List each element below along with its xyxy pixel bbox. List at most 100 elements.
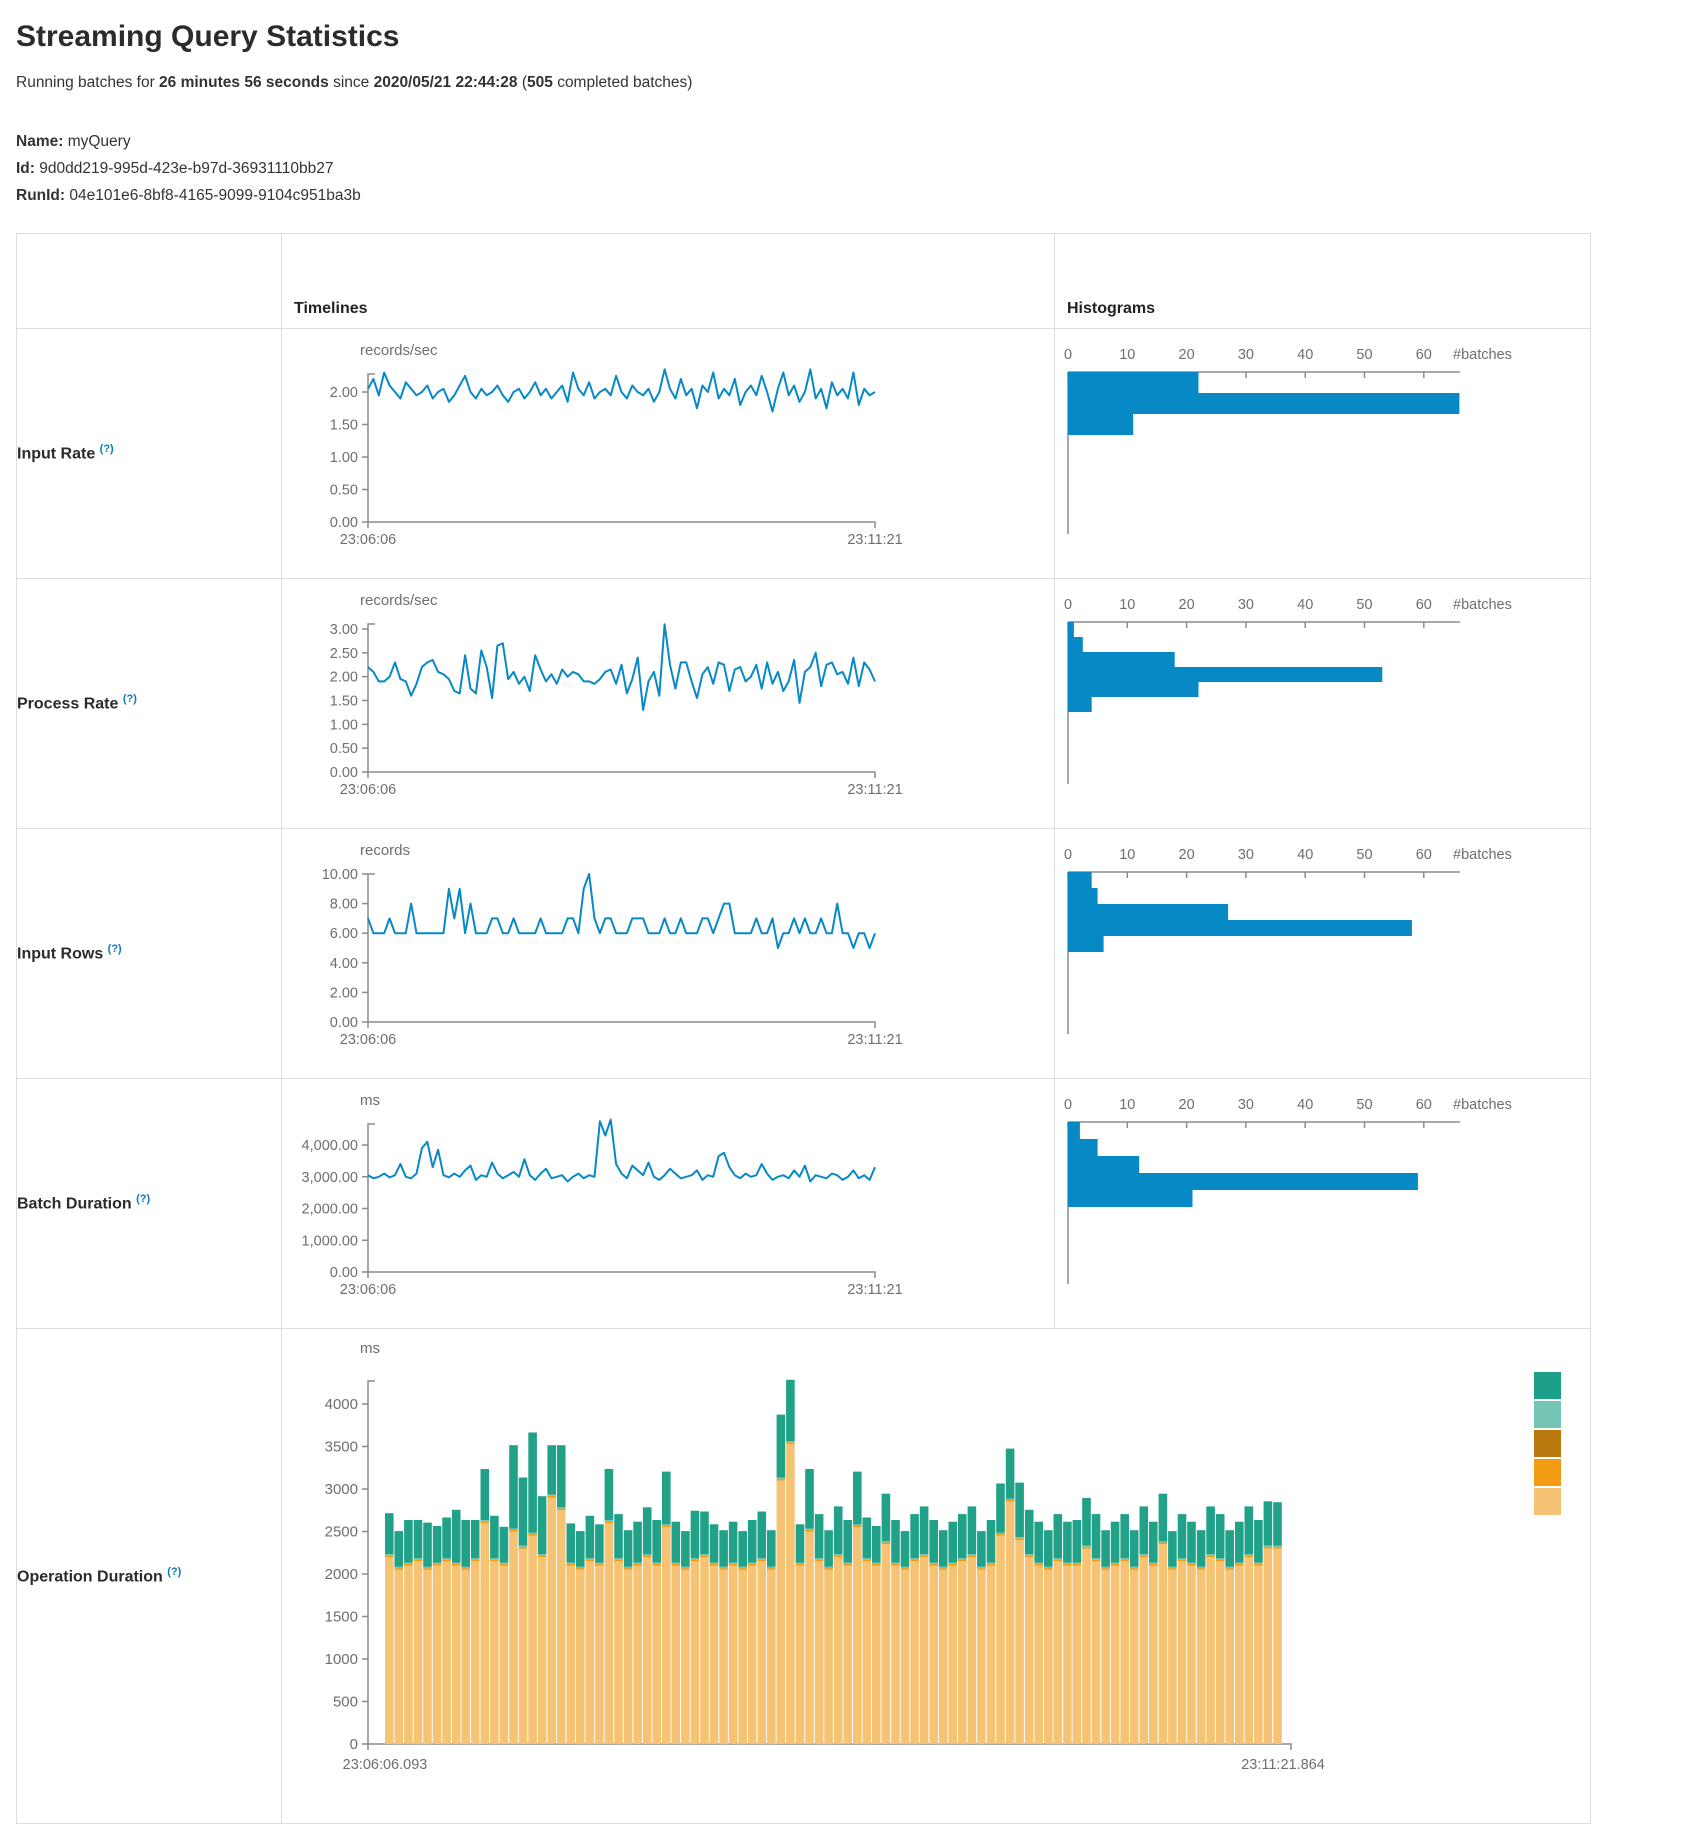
svg-text:10: 10 [1119,1097,1135,1113]
help-tooltip-icon[interactable]: (?) [167,1565,182,1578]
svg-text:20: 20 [1179,847,1195,863]
row-label-batch-duration: Batch Duration [17,1195,132,1213]
legend-swatch [1534,1401,1561,1428]
svg-text:#batches: #batches [1453,597,1512,613]
input-rate-timeline-chart: records/sec 0.00 0.50 1.00 1.50 2.00 23:06:06 2… [330,342,903,548]
id-label: Id: [16,160,35,177]
corner-header-cell [16,233,282,329]
svg-text:20: 20 [1179,347,1195,363]
svg-text:ms: ms [360,1340,380,1357]
svg-text:10.00: 10.00 [322,867,358,883]
svg-text:0: 0 [1064,847,1072,863]
help-tooltip-icon[interactable]: (?) [122,693,137,706]
process-rate-histogram-cell: 0 10 20 30 40 50 60 #batches [1054,578,1591,829]
help-tooltip-icon[interactable]: (?) [99,443,114,456]
svg-text:#batches: #batches [1453,347,1512,363]
row-label-cell: Process Rate (?) [16,578,282,829]
legend-swatch [1534,1430,1561,1457]
svg-text:40: 40 [1297,347,1313,363]
svg-text:4000: 4000 [325,1396,358,1413]
svg-text:3500: 3500 [325,1439,358,1456]
page-title: Streaming Query Statistics [16,20,400,53]
process-rate-timeline-chart: records/sec 0.00 0.50 1.00 1.50 2.00 2.50 3.00 2… [330,592,903,798]
svg-text:3000: 3000 [325,1481,358,1498]
svg-text:8.00: 8.00 [330,897,358,913]
svg-text:23:11:21.864: 23:11:21.864 [1241,1757,1325,1773]
start-timestamp: 2020/05/21 22:44:28 [373,74,518,91]
table-row-batch-duration: Batch Duration (?) ms 0.00 1,000.00 2,000.0… [16,1078,1591,1329]
svg-text:50: 50 [1356,847,1372,863]
svg-text:4,000.00: 4,000.00 [302,1138,358,1154]
row-label-operation-duration: Operation Duration [17,1568,163,1586]
svg-text:40: 40 [1297,847,1313,863]
svg-text:40: 40 [1297,597,1313,613]
svg-text:1.00: 1.00 [330,717,358,733]
svg-text:30: 30 [1238,347,1254,363]
help-tooltip-icon[interactable]: (?) [107,943,122,956]
operation-duration-stacked-chart: ms 0 500 1000 1500 2000 2500 3000 3500 4000 23:06:… [325,1340,1561,1773]
svg-text:3,000.00: 3,000.00 [302,1170,358,1186]
svg-text:50: 50 [1356,347,1372,363]
svg-text:50: 50 [1356,597,1372,613]
input-rows-histogram-cell: 0 10 20 30 40 50 60 #batches [1054,828,1591,1079]
query-meta: Name: myQuery Id: 9d0dd219-995d-423e-b97… [16,128,1677,209]
runid-label: RunId: [16,187,66,204]
row-label-cell: Input Rows (?) [16,828,282,1079]
running-batches-summary: Running batches for 26 minutes 56 second… [16,74,1677,92]
svg-text:23:11:21: 23:11:21 [847,782,902,798]
svg-text:40: 40 [1297,1097,1313,1113]
operation-duration-chart-cell: ms 0 500 1000 1500 2000 2500 3000 3500 4000 23:06:… [281,1328,1591,1824]
query-runid: 04e101e6-8bf8-4165-9099-9104c951ba3b [69,187,361,204]
svg-text:1.50: 1.50 [330,418,358,434]
completed-batches-count: 505 [527,74,553,91]
svg-text:0.50: 0.50 [330,741,358,757]
histograms-header: Histograms [1054,233,1591,329]
summary-prefix: Running batches for [16,74,155,91]
svg-text:23:06:06: 23:06:06 [340,782,396,798]
table-row-input-rows: Input Rows (?) records 0.00 2.00 4.00 6.00 8.… [16,828,1591,1079]
query-runid-line: RunId: 04e101e6-8bf8-4165-9099-9104c951b… [16,182,1677,209]
svg-text:records/sec: records/sec [360,342,438,359]
help-tooltip-icon[interactable]: (?) [136,1193,151,1206]
svg-text:23:06:06: 23:06:06 [340,532,396,548]
svg-text:3.00: 3.00 [330,622,358,638]
paren: ( [521,74,527,91]
name-label: Name: [16,133,64,150]
input-rate-histogram-cell: 0 10 20 30 40 50 60 #batches [1054,328,1591,579]
svg-text:2.00: 2.00 [330,670,358,686]
svg-text:60: 60 [1416,1097,1432,1113]
svg-text:0: 0 [350,1736,358,1753]
query-name: myQuery [67,133,131,150]
svg-text:20: 20 [1179,597,1195,613]
input-rate-timeline-cell: records/sec 0.00 0.50 1.00 1.50 2.00 23:06:06 2… [281,328,1055,579]
svg-text:60: 60 [1416,847,1432,863]
svg-text:1000: 1000 [325,1651,358,1668]
batch-duration-timeline-cell: ms 0.00 1,000.00 2,000.00 3,000.00 4,000.00 23… [281,1078,1055,1329]
svg-text:0.00: 0.00 [330,1265,358,1281]
input-rows-timeline-chart: records 0.00 2.00 4.00 6.00 8.00 10.00 23:06:06… [322,842,903,1048]
table-row-input-rate: Input Rate (?) records/sec 0.00 0.50 1.00 1.… [16,328,1591,579]
legend-swatch [1534,1372,1561,1399]
summary-since: since [333,74,370,91]
query-id: 9d0dd219-995d-423e-b97d-36931110bb27 [39,160,334,177]
svg-text:60: 60 [1416,597,1432,613]
process-rate-timeline-cell: records/sec 0.00 0.50 1.00 1.50 2.00 2.50 3.00 2… [281,578,1055,829]
svg-text:10: 10 [1119,597,1135,613]
svg-text:50: 50 [1356,1097,1372,1113]
svg-text:1,000.00: 1,000.00 [302,1233,358,1249]
input-rows-timeline-cell: records 0.00 2.00 4.00 6.00 8.00 10.00 23:06:06… [281,828,1055,1079]
svg-text:0.00: 0.00 [330,515,358,531]
row-label-cell: Batch Duration (?) [16,1078,282,1329]
svg-text:4.00: 4.00 [330,956,358,972]
query-name-line: Name: myQuery [16,128,1677,155]
batch-duration-timeline-chart: ms 0.00 1,000.00 2,000.00 3,000.00 4,000.00 23… [302,1092,903,1298]
svg-text:2500: 2500 [325,1524,358,1541]
legend-swatch [1534,1459,1561,1486]
svg-text:23:11:21: 23:11:21 [847,1032,902,1048]
svg-text:2,000.00: 2,000.00 [302,1202,358,1218]
svg-text:#batches: #batches [1453,847,1512,863]
svg-text:1500: 1500 [325,1609,358,1626]
timelines-header: Timelines [281,233,1055,329]
svg-text:30: 30 [1238,597,1254,613]
row-label-input-rows: Input Rows [17,945,104,963]
